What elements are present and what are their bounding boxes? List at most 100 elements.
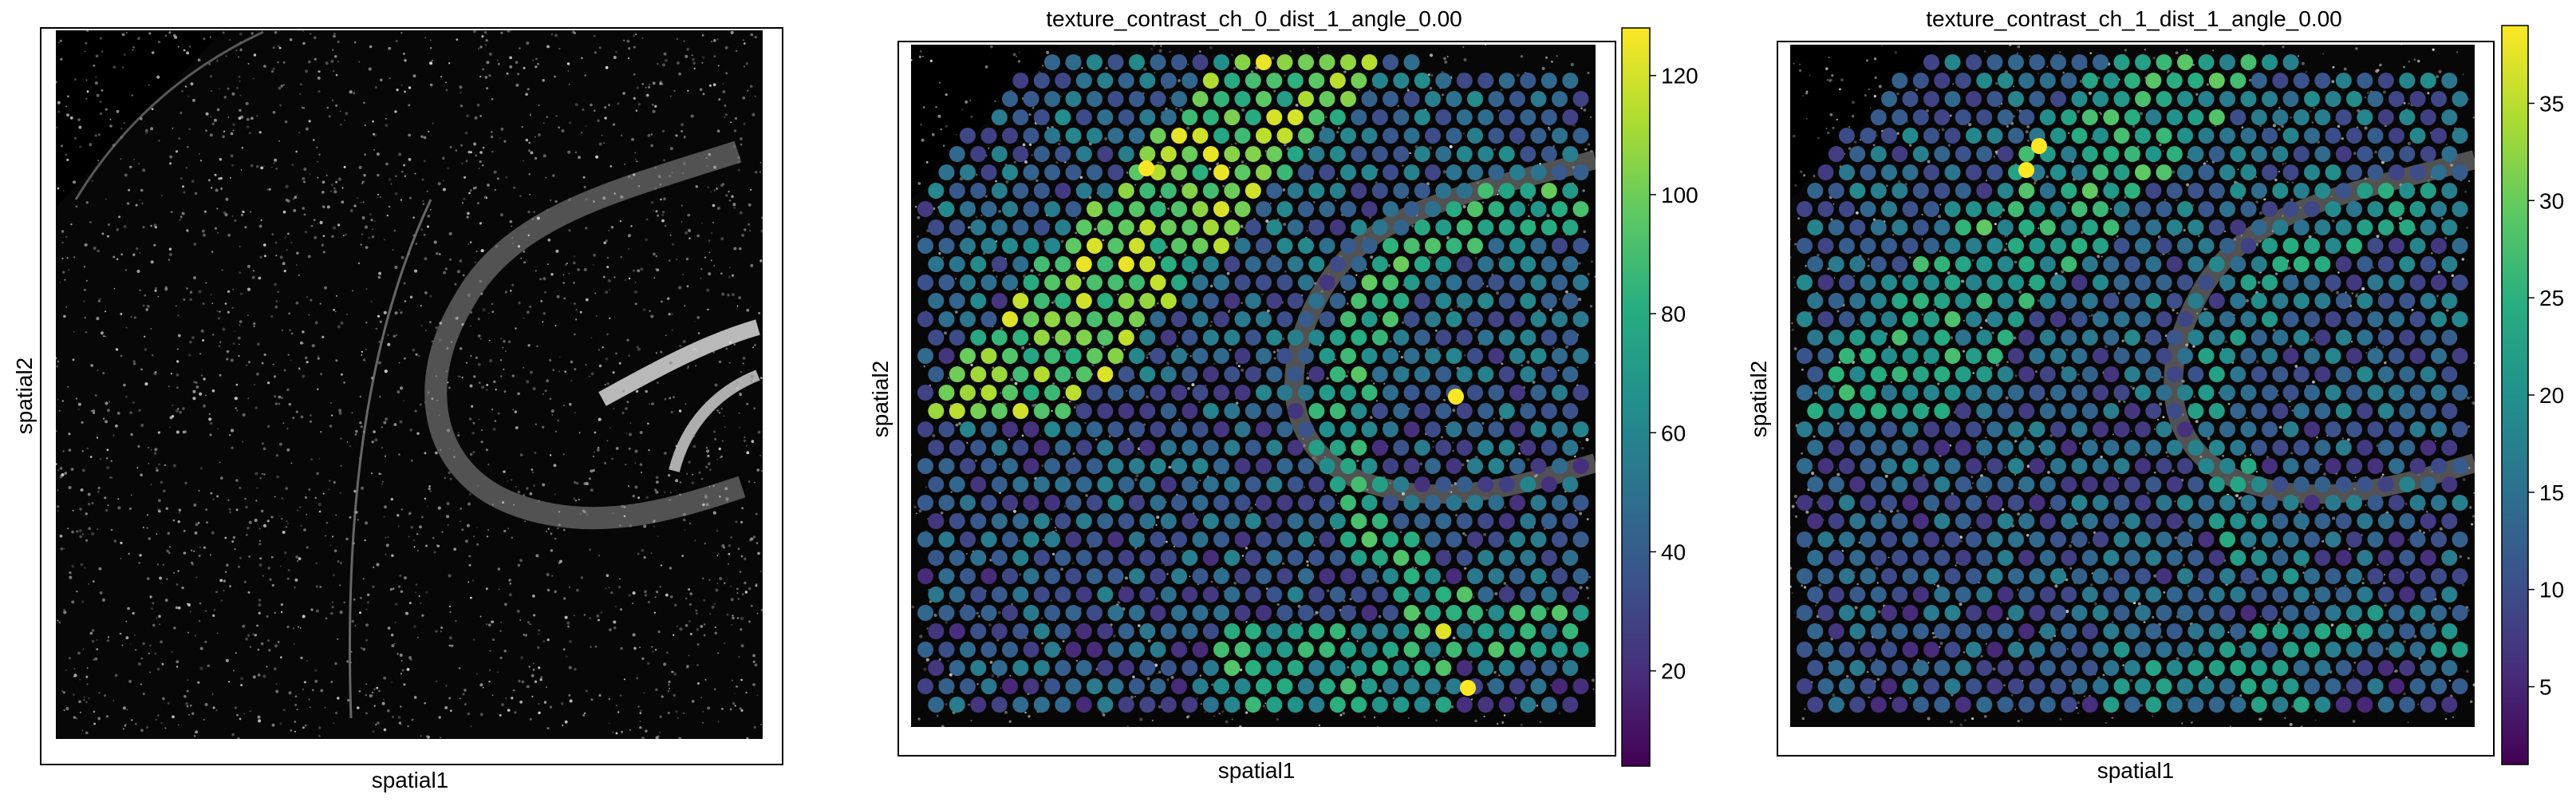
spot-point bbox=[1540, 183, 1557, 199]
nucleus-dot bbox=[370, 300, 373, 302]
nucleus-dot bbox=[424, 401, 427, 404]
nucleus-dot bbox=[136, 247, 139, 251]
panel-1-cortex-boundary bbox=[74, 30, 264, 200]
nucleus-dot bbox=[1504, 506, 1506, 508]
nucleus-dot bbox=[335, 180, 338, 184]
nucleus-dot bbox=[482, 146, 485, 149]
nucleus-dot bbox=[1497, 258, 1501, 261]
spot-point bbox=[960, 568, 976, 584]
spot-point bbox=[1298, 568, 1314, 584]
nucleus-dot bbox=[281, 330, 283, 331]
nucleus-dot bbox=[350, 662, 352, 664]
nucleus-dot bbox=[396, 653, 399, 655]
spot-point bbox=[1287, 476, 1304, 492]
nucleus-dot bbox=[480, 441, 483, 444]
spot-point bbox=[1150, 275, 1166, 290]
nucleus-dot bbox=[65, 235, 68, 239]
nucleus-dot bbox=[267, 567, 271, 570]
nucleus-dot bbox=[728, 200, 732, 202]
nucleus-dot bbox=[107, 409, 110, 413]
nucleus-dot bbox=[85, 97, 88, 100]
nucleus-dot bbox=[1414, 145, 1418, 149]
nucleus-dot bbox=[178, 45, 179, 48]
spot-point bbox=[938, 458, 955, 474]
nucleus-dot bbox=[980, 388, 981, 390]
spot-point bbox=[1520, 256, 1537, 272]
nucleus-dot bbox=[169, 416, 173, 420]
nucleus-dot bbox=[123, 224, 127, 228]
spot-point bbox=[1012, 550, 1029, 566]
nucleus-dot bbox=[239, 556, 242, 559]
nucleus-dot bbox=[228, 508, 231, 511]
spot-point bbox=[1298, 348, 1314, 364]
spot-point bbox=[970, 440, 987, 456]
nucleus-dot bbox=[353, 598, 356, 601]
nucleus-dot bbox=[132, 45, 136, 49]
spot-point bbox=[1160, 550, 1177, 566]
nucleus-dot bbox=[684, 54, 688, 58]
nucleus-dot bbox=[739, 571, 742, 573]
nucleus-dot bbox=[595, 189, 598, 192]
spot-point bbox=[1002, 128, 1018, 144]
nucleus-dot bbox=[337, 560, 340, 563]
nucleus-dot bbox=[759, 454, 762, 456]
nucleus-dot bbox=[606, 382, 609, 385]
nucleus-dot bbox=[363, 358, 365, 362]
nucleus-dot bbox=[1058, 139, 1062, 142]
nucleus-dot bbox=[406, 668, 410, 671]
nucleus-dot bbox=[279, 255, 283, 259]
nucleus-dot bbox=[373, 705, 376, 707]
nucleus-dot bbox=[606, 574, 609, 577]
spot-point bbox=[928, 366, 945, 382]
nucleus-dot bbox=[1170, 675, 1174, 679]
nucleus-dot bbox=[125, 326, 128, 329]
spot-point bbox=[1351, 476, 1367, 492]
spot-point bbox=[1192, 311, 1209, 327]
nucleus-dot bbox=[320, 431, 322, 433]
spot-point bbox=[1097, 183, 1114, 199]
nucleus-dot bbox=[301, 106, 304, 109]
nucleus-dot bbox=[968, 703, 970, 706]
nucleus-dot bbox=[588, 375, 590, 377]
spot-point bbox=[1552, 164, 1568, 180]
nucleus-dot bbox=[757, 430, 761, 434]
nucleus-dot bbox=[918, 509, 922, 513]
nucleus-dot bbox=[212, 498, 215, 500]
nucleus-dot bbox=[584, 74, 586, 77]
nucleus-dot bbox=[224, 212, 228, 217]
nucleus-dot bbox=[275, 454, 279, 457]
nucleus-dot bbox=[696, 664, 699, 666]
nucleus-dot bbox=[1337, 502, 1339, 504]
nucleus-dot bbox=[133, 159, 136, 160]
nucleus-dot bbox=[85, 675, 89, 678]
spot-point bbox=[991, 476, 1008, 492]
spot-point bbox=[1012, 219, 1029, 235]
spot-point bbox=[1383, 54, 1398, 70]
nucleus-dot bbox=[76, 591, 78, 593]
spot-point bbox=[1097, 109, 1114, 125]
spot-point bbox=[1224, 476, 1241, 492]
nucleus-dot bbox=[500, 128, 504, 131]
spot-point bbox=[1319, 275, 1335, 290]
spot-point bbox=[1276, 531, 1293, 547]
nucleus-dot bbox=[705, 465, 708, 468]
nucleus-dot bbox=[390, 183, 393, 185]
spot-point bbox=[1298, 128, 1314, 144]
spot-point bbox=[1572, 238, 1589, 254]
nucleus-dot bbox=[632, 603, 634, 605]
spot-point bbox=[1192, 238, 1209, 254]
spot-point bbox=[1456, 146, 1473, 162]
nucleus-dot bbox=[578, 432, 581, 434]
nucleus-dot bbox=[275, 300, 278, 302]
nucleus-dot bbox=[653, 525, 655, 527]
nucleus-dot bbox=[542, 640, 546, 642]
nucleus-dot bbox=[538, 666, 541, 670]
nucleus-dot bbox=[346, 660, 349, 663]
nucleus-dot bbox=[1108, 435, 1111, 437]
nucleus-dot bbox=[209, 36, 211, 38]
nucleus-dot bbox=[578, 156, 581, 160]
nucleus-dot bbox=[239, 271, 242, 275]
nucleus-dot bbox=[258, 599, 262, 602]
nucleus-dot bbox=[724, 582, 726, 584]
nucleus-dot bbox=[391, 554, 394, 557]
